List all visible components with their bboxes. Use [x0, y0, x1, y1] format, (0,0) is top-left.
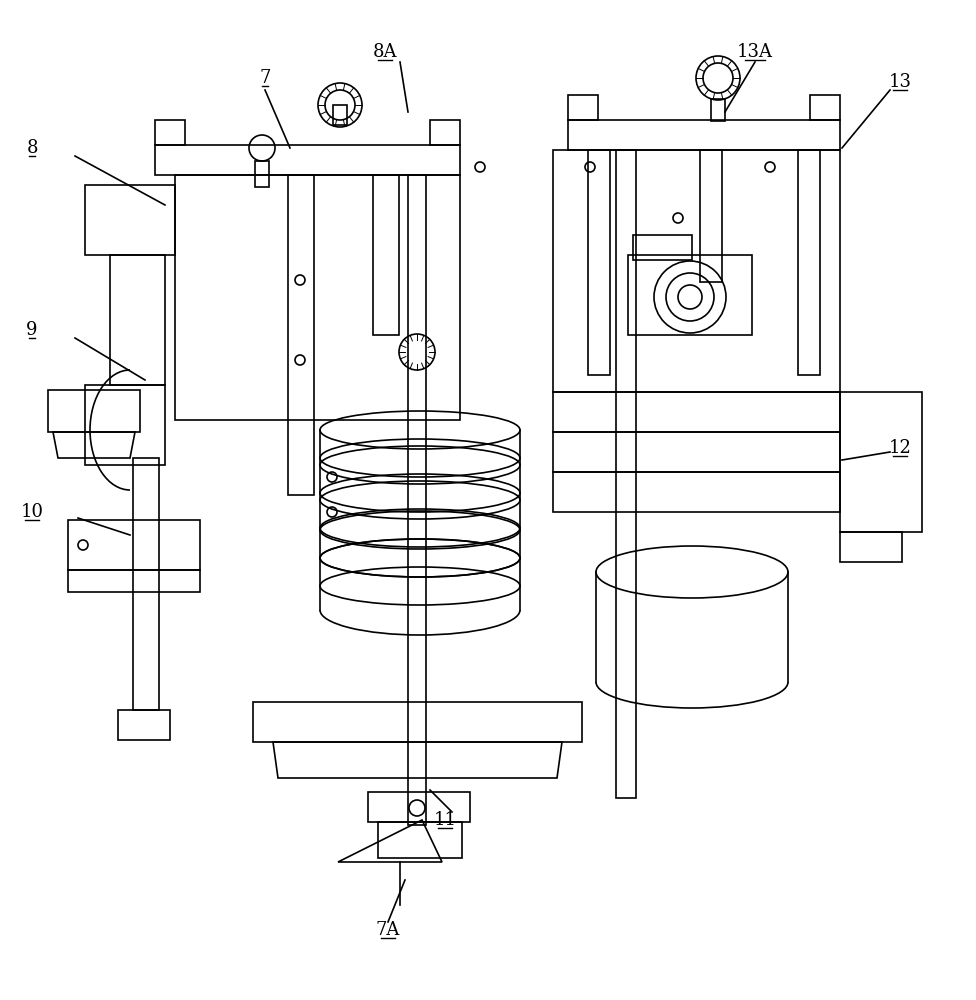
- Bar: [700, 150, 722, 282]
- Bar: [118, 710, 170, 740]
- Text: 8: 8: [26, 139, 38, 157]
- Bar: [711, 99, 725, 121]
- Text: 12: 12: [888, 439, 912, 457]
- Bar: [255, 161, 269, 187]
- Text: 13: 13: [888, 73, 912, 91]
- Text: 9: 9: [26, 321, 38, 339]
- Bar: [333, 105, 347, 125]
- Text: 10: 10: [20, 503, 44, 521]
- Text: 8A: 8A: [373, 43, 397, 61]
- Text: 7: 7: [260, 69, 270, 87]
- Bar: [616, 150, 636, 798]
- Bar: [85, 385, 165, 465]
- Bar: [373, 175, 399, 335]
- Text: 7A: 7A: [376, 921, 400, 939]
- Text: 11: 11: [433, 811, 457, 829]
- Bar: [798, 150, 820, 375]
- Bar: [288, 175, 314, 495]
- Bar: [133, 458, 159, 710]
- Text: 13A: 13A: [737, 43, 773, 61]
- Bar: [408, 175, 426, 825]
- Bar: [588, 150, 610, 375]
